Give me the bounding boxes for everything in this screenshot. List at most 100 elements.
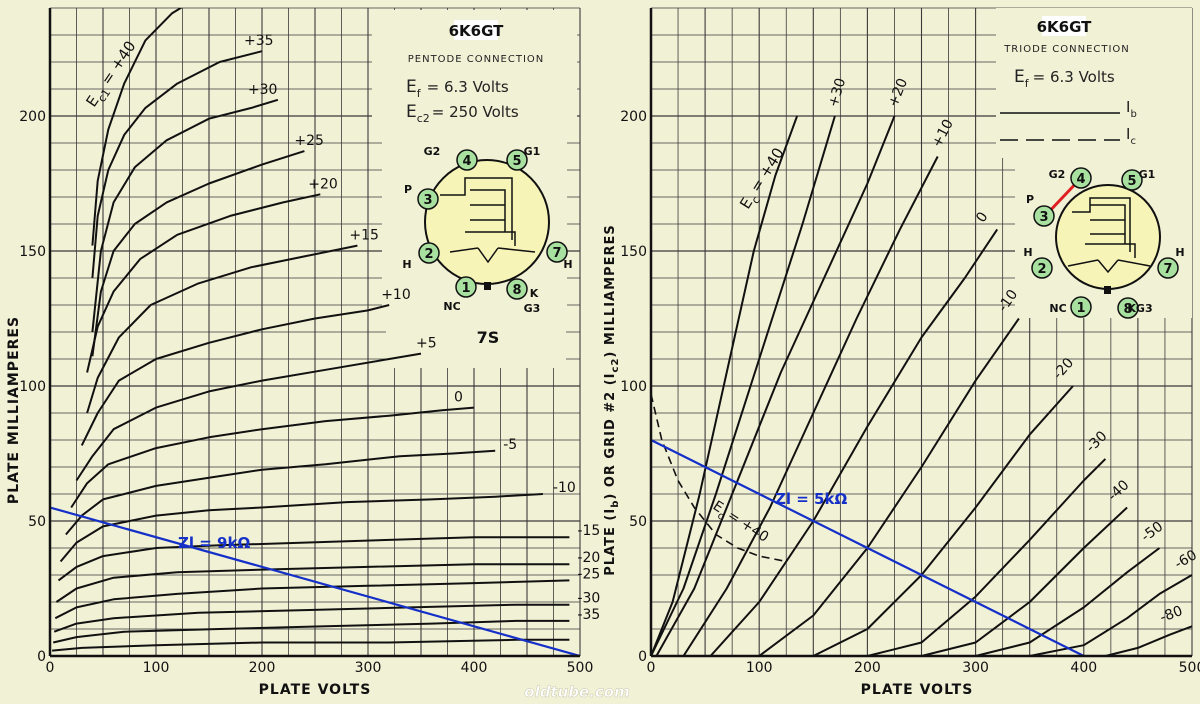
socket-pin-label: G1	[1139, 168, 1156, 181]
socket-pin-label: P	[1026, 193, 1034, 206]
triode-curve	[758, 317, 1020, 656]
pentode-y-axis-title: PLATE MILLIAMPERES	[6, 316, 22, 504]
pentode-curve	[70, 406, 475, 509]
pentode-y-tick-label: 0	[37, 649, 46, 665]
triode-x-tick-label: 0	[647, 660, 656, 676]
pentode-y-tick-label: 50	[28, 514, 46, 530]
pentode-cond-ec2: Ec2 = 250 Volts	[406, 102, 519, 125]
triode-curve	[867, 458, 1107, 656]
triode-x-tick-label: 300	[962, 660, 989, 676]
triode-socket-pin-number: 1	[1076, 301, 1085, 316]
pentode-y-tick-label: 150	[19, 244, 46, 260]
pentode-curve-label: -10	[553, 480, 576, 496]
pentode-socket-pin	[417, 188, 439, 210]
pentode-x-tick-label: 500	[567, 660, 594, 676]
triode-cond-ef: Ef = 6.3 Volts	[1014, 67, 1115, 90]
socket-pin-label: P	[404, 183, 412, 196]
triode-x-tick-label: 100	[746, 660, 773, 676]
triode-socket-pin	[1117, 297, 1139, 319]
pentode-cond-ef: Ef = 6.3 Volts	[406, 77, 509, 100]
pentode-x-tick-label: 200	[249, 660, 276, 676]
legend-ib: Ib	[1126, 98, 1137, 120]
pentode-title-bg	[454, 20, 498, 40]
pentode-curve	[86, 193, 321, 373]
triode-x-tick-label: 500	[1179, 660, 1200, 676]
socket-pin-label: G2	[424, 145, 441, 158]
pentode-y-tick-label: 200	[19, 109, 46, 125]
pentode-curve	[53, 603, 570, 633]
pentode-curve-label: +20	[308, 176, 338, 192]
triode-curve-label: -80	[1158, 603, 1185, 626]
legend-ic: Ic	[1126, 125, 1136, 147]
pentode-curve	[80, 304, 390, 446]
pentode-curve	[75, 352, 422, 482]
pentode-key	[484, 282, 491, 290]
pentode-x-tick-label: 300	[355, 660, 382, 676]
triode-electrodes	[1067, 197, 1151, 274]
pentode-socket-pin	[506, 278, 528, 300]
socket-pin-label: G1	[524, 145, 541, 158]
pentode-curve-label: -25	[577, 566, 600, 582]
triode-socket-pin	[1033, 205, 1055, 227]
watermark: oldtube.com	[524, 683, 629, 700]
triode-socket-pin-number: 3	[1039, 210, 1048, 225]
socket-pin-label: KG3	[1127, 302, 1152, 315]
pentode-curve-label: -20	[577, 550, 600, 566]
triode-tube-envelope	[1055, 184, 1161, 290]
triode-title-bg	[1042, 16, 1086, 36]
triode-load-line-label: Zl = 5kΩ	[775, 490, 847, 508]
pentode-socket-pin	[455, 276, 477, 298]
pentode-curve	[91, 150, 305, 357]
pentode-x-tick-label: 400	[461, 660, 488, 676]
pentode-socket-pin	[418, 242, 440, 264]
pentode-socket-pin-number: 1	[461, 281, 470, 296]
pentode-curve	[91, 50, 263, 279]
socket-pin-label: H	[563, 258, 572, 271]
triode-x-tick-label: 200	[854, 660, 881, 676]
pentode-socket-pin	[546, 241, 568, 263]
pentode-title: 6K6GT	[449, 22, 505, 40]
triode-socket-pin	[1121, 169, 1143, 191]
pentode-x-tick-label: 0	[46, 660, 55, 676]
triode-socket-pin-number: 8	[1123, 302, 1132, 317]
pentode-socket-pin	[456, 149, 478, 171]
pentode-curve-label: +25	[294, 133, 324, 149]
triode-y-tick-label: 50	[629, 514, 647, 530]
triode-y-axis-title: PLATE (Ib) OR GRID #2 (Ic2) MILLIAMPERES	[603, 224, 621, 575]
pentode-curve-labels: +35 +30 +25 +20 +15 +10 +5 0 -5 -10 -15 -20-25 -30-3…	[244, 33, 600, 623]
triode-socket-pin-number: 4	[1076, 172, 1085, 187]
pentode-socket-label: 7S	[477, 328, 500, 347]
pentode-curve-label: -30	[577, 591, 600, 607]
pentode-subtitle: PENTODE CONNECTION	[408, 54, 545, 65]
pentode-x-tick-label: 100	[143, 660, 170, 676]
pentode-load-line-label: Zl = 9kΩ	[178, 534, 250, 552]
pentode-curve-label: 0	[454, 390, 463, 406]
triode-socket-pin-number: 5	[1127, 174, 1136, 189]
pentode-curve-label: +15	[349, 228, 379, 244]
pentode-electrodes	[440, 177, 536, 264]
socket-pin-label: H	[1175, 246, 1184, 259]
pentode-curve	[65, 449, 496, 536]
triode-socket-pin	[1031, 257, 1053, 279]
triode-socket-pin-number: 2	[1037, 262, 1046, 277]
pentode-curve	[86, 244, 358, 414]
pentode-socket-diagram	[424, 159, 550, 290]
pentode-curve-label: -15	[577, 523, 600, 539]
triode-curve	[651, 115, 836, 656]
triode-curve	[1029, 574, 1192, 656]
pentode-socket-pin	[506, 149, 528, 171]
triode-curve	[651, 115, 799, 656]
triode-y-tick-label: 200	[620, 109, 647, 125]
triode-x-tick-label: 400	[1070, 660, 1097, 676]
pentode-socket-pin-number: 7	[552, 246, 561, 261]
pentode-curve-label: +10	[381, 287, 411, 303]
triode-y-tick-label: 100	[620, 379, 647, 395]
triode-curve	[655, 115, 896, 656]
pentode-socket-pin-number: 2	[424, 247, 433, 262]
pentode-curve	[52, 619, 570, 644]
triode-socket-pin	[1070, 167, 1092, 189]
triode-y-tick-label: 0	[638, 649, 647, 665]
pentode-socket-bg	[386, 320, 566, 368]
